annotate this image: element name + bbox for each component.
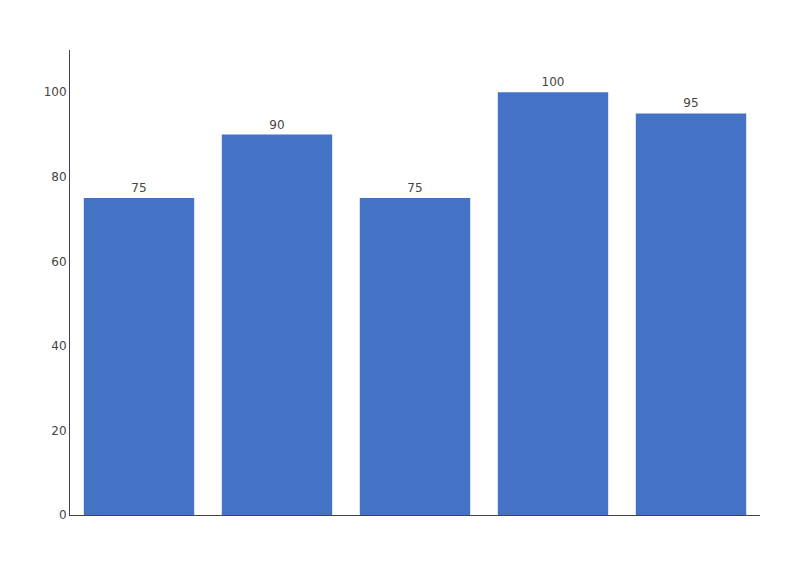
svg-text:75: 75 [131, 181, 146, 195]
svg-text:75: 75 [407, 181, 422, 195]
svg-text:60: 60 [51, 255, 66, 269]
svg-text:0: 0 [59, 508, 67, 522]
svg-text:95: 95 [683, 96, 698, 110]
svg-text:100: 100 [44, 85, 67, 99]
svg-text:100: 100 [542, 75, 565, 89]
svg-text:40: 40 [51, 339, 66, 353]
svg-text:20: 20 [51, 424, 66, 438]
svg-text:80: 80 [51, 170, 66, 184]
svg-text:90: 90 [269, 118, 284, 132]
